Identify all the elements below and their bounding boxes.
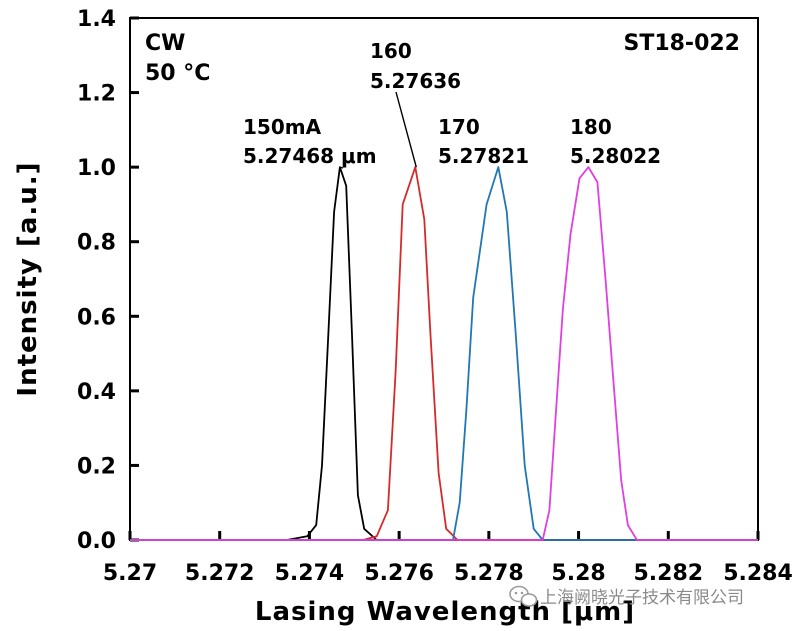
peak-label-wavelength: 5.28022 (570, 144, 661, 168)
y-tick-label: 0.2 (77, 454, 116, 479)
series-line-150ma (130, 166, 758, 541)
series-layer (130, 166, 758, 541)
x-tick-label: 5.28 (551, 561, 605, 586)
series-line-170 (130, 166, 758, 541)
peak-label-wavelength: 5.27636 (370, 69, 461, 93)
corner-label-cw: CW (145, 31, 185, 56)
leader-line-150 (339, 166, 344, 169)
watermark: 上海阙晓光子技术有限公司 (509, 585, 744, 608)
peak-label-current: 150mA (243, 115, 322, 139)
x-tick-label: 5.276 (364, 561, 434, 586)
y-tick-label: 1.0 (77, 156, 116, 181)
corner-label-temperature: 50 °C (145, 61, 210, 86)
y-tick-label: 0.0 (77, 529, 116, 554)
peak-label-current: 180 (570, 115, 612, 139)
leader-line-160 (395, 91, 417, 168)
series-line-160 (130, 166, 758, 541)
y-tick-label: 0.4 (77, 380, 116, 405)
annotation-layer: 150mA 5.27468 μm 160 5.27636 170 5.27821 180 5.… (243, 39, 661, 169)
peak-label-wavelength: 5.27468 μm (243, 144, 377, 168)
watermark-text: 上海阙晓光子技术有限公司 (540, 588, 744, 608)
peak-label-wavelength: 5.27821 (438, 144, 529, 168)
x-tick-label: 5.274 (275, 561, 345, 586)
y-tick-label: 1.2 (77, 82, 116, 107)
corner-label-sample-id: ST18-022 (623, 31, 740, 56)
peak-label-current: 170 (438, 115, 480, 139)
y-tick-label: 0.8 (77, 231, 116, 256)
x-tick-label: 5.278 (454, 561, 524, 586)
x-axis-title: Lasing Wavelength [μm] (255, 597, 635, 627)
series-line-180 (130, 166, 758, 541)
y-axis-title: Intensity [a.u.] (13, 161, 43, 396)
axis-ticks: 5.27 5.272 5.274 5.276 5.278 5.28 5.282 5.284 0.… (77, 7, 793, 586)
plot-frame (129, 17, 759, 541)
y-tick-label: 1.4 (77, 7, 116, 32)
x-tick-label: 5.282 (633, 561, 703, 586)
peak-label-current: 160 (370, 39, 412, 63)
x-tick-label: 5.27 (103, 561, 157, 586)
x-tick-label: 5.284 (723, 561, 793, 586)
wechat-icon (509, 585, 538, 607)
y-tick-label: 0.6 (77, 305, 116, 330)
x-tick-label: 5.272 (185, 561, 255, 586)
